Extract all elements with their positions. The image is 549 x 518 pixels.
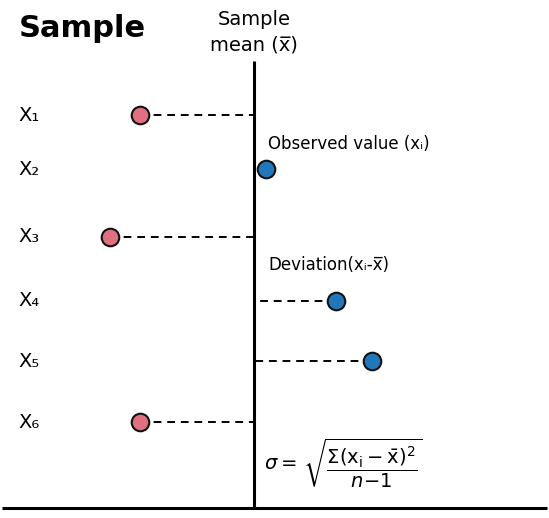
Text: X₄: X₄ (18, 291, 40, 310)
Text: $\sqrt{\dfrac{\Sigma(\mathrm{x_i}-\bar{\mathrm{x}})^2}{\mathit{n}\mathrm{-1}}}$: $\sqrt{\dfrac{\Sigma(\mathrm{x_i}-\bar{\… (302, 437, 422, 490)
Point (136, 111, 145, 119)
Text: X₅: X₅ (18, 352, 40, 371)
Text: mean (x̅): mean (x̅) (210, 35, 298, 54)
Text: X₃: X₃ (18, 227, 40, 246)
Point (261, 165, 270, 174)
Text: Observed value (xᵢ): Observed value (xᵢ) (268, 135, 430, 153)
Point (105, 233, 114, 241)
Text: Sample: Sample (18, 15, 145, 44)
Point (136, 418, 145, 426)
Text: Deviation(xᵢ-x̅): Deviation(xᵢ-x̅) (268, 256, 389, 275)
Point (331, 296, 340, 305)
Text: X₆: X₆ (18, 412, 40, 431)
Point (368, 357, 377, 366)
Text: $\mathit{\sigma}=$: $\mathit{\sigma}=$ (264, 454, 296, 473)
Text: X₁: X₁ (18, 106, 40, 125)
Text: X₂: X₂ (18, 160, 40, 179)
Text: Sample: Sample (217, 10, 290, 28)
